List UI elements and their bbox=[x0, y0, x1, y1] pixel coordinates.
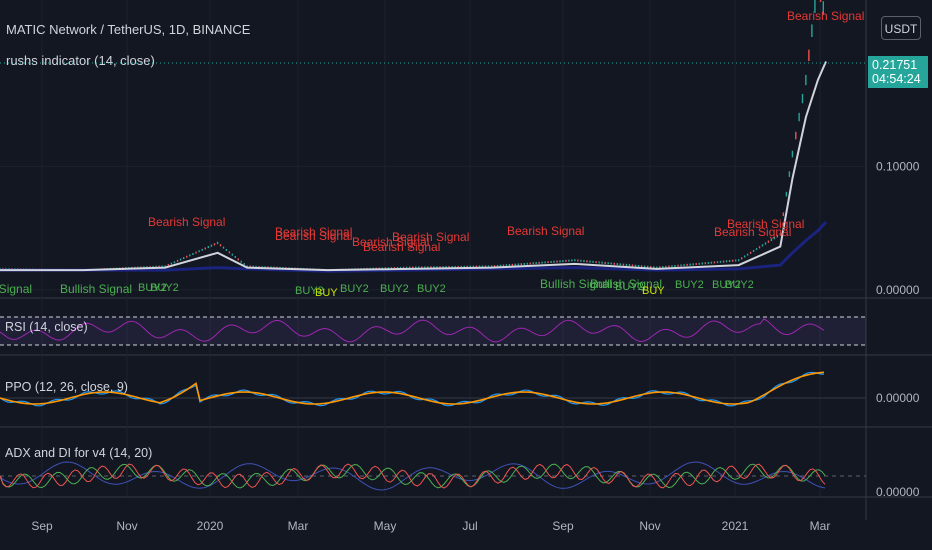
bearish-signal-label: Bearish Signal bbox=[352, 235, 429, 249]
plus-di-line bbox=[0, 463, 826, 489]
x-tick-label: Sep bbox=[552, 519, 574, 533]
slow-ma-line bbox=[0, 220, 828, 273]
last-price-tag: 0.21751 04:54:24 bbox=[868, 56, 928, 88]
bearish-signal-label: Bearish Signal bbox=[148, 215, 225, 229]
x-tick-label: Mar bbox=[288, 519, 309, 533]
ppo-signal-line bbox=[0, 371, 825, 405]
bearish-signal-label: Bearish Signal bbox=[275, 229, 352, 243]
ppo-pane-label: PPO (12, 26, close, 9) bbox=[5, 380, 128, 394]
bearish-signal-label: Bearish Signal bbox=[275, 225, 352, 239]
x-tick-label: Nov bbox=[639, 519, 660, 533]
buy2-label: BUY2 bbox=[725, 279, 754, 291]
x-tick-label: Nov bbox=[116, 519, 137, 533]
x-tick-label: 2020 bbox=[197, 519, 224, 533]
adx-pane-label: ADX and DI for v4 (14, 20) bbox=[5, 446, 153, 460]
rsi-line bbox=[0, 318, 825, 343]
x-tick-label: Jul bbox=[462, 519, 477, 533]
bearish-signal-label: Bearish Signal bbox=[727, 217, 804, 231]
symbol-title: MATIC Network / TetherUS, 1D, BINANCE bbox=[6, 22, 251, 37]
fast-ma-line bbox=[0, 61, 827, 272]
buy2-label: BUY2 bbox=[712, 279, 741, 291]
bullish-signal-label: Bullish Signal bbox=[590, 277, 662, 291]
buy-label: BUY bbox=[642, 285, 665, 297]
y-tick-label: 0.10000 bbox=[876, 159, 920, 173]
ppo-line bbox=[0, 371, 825, 407]
buy2-label: BUY2 bbox=[340, 283, 369, 295]
x-tick-label: Sep bbox=[31, 519, 53, 533]
buy2-label: BUY2 bbox=[380, 283, 409, 295]
buy2-label: BUY2 bbox=[675, 279, 704, 291]
last-price-value: 0.21751 bbox=[872, 58, 918, 72]
bullish-signal-label: Bullish Signal bbox=[540, 277, 612, 291]
bullish-signal-label: Bullish Signal bbox=[0, 282, 32, 296]
buy-label: BUY bbox=[315, 287, 338, 299]
indicator-title: rushs indicator (14, close) bbox=[6, 53, 155, 68]
y-tick-label: 0.00000 bbox=[876, 391, 920, 405]
x-tick-label: May bbox=[374, 519, 397, 533]
buy2-label: BUY2 bbox=[615, 281, 644, 293]
y-tick-label: 0.00000 bbox=[876, 283, 920, 297]
bearish-signal-label: Bearish Signal bbox=[787, 9, 864, 23]
rsi-pane-label: RSI (14, close) bbox=[5, 320, 88, 334]
bearish-signal-label: Bearish Signal bbox=[714, 225, 791, 239]
x-tick-label: Mar bbox=[810, 519, 831, 533]
y-tick-label: 0.00000 bbox=[876, 485, 920, 499]
x-tick-label: 2021 bbox=[722, 519, 749, 533]
buy2-label: BUY2 bbox=[295, 285, 324, 297]
buy2-label: BUY2 bbox=[150, 282, 179, 294]
bearish-signal-label: Bearish Signal bbox=[507, 224, 584, 238]
bullish-signal-label: Bullish Signal bbox=[60, 282, 132, 296]
bar-countdown: 04:54:24 bbox=[872, 72, 921, 86]
minus-di-line bbox=[0, 463, 826, 489]
bearish-signal-label: Bearish Signal bbox=[392, 230, 469, 244]
buy2-label: BUY2 bbox=[417, 283, 446, 295]
bearish-signal-label: Bearish Signal bbox=[363, 240, 440, 254]
rsi-band bbox=[0, 317, 866, 345]
buy2-label: BUY2 bbox=[138, 282, 167, 294]
currency-button[interactable]: USDT bbox=[881, 16, 921, 40]
